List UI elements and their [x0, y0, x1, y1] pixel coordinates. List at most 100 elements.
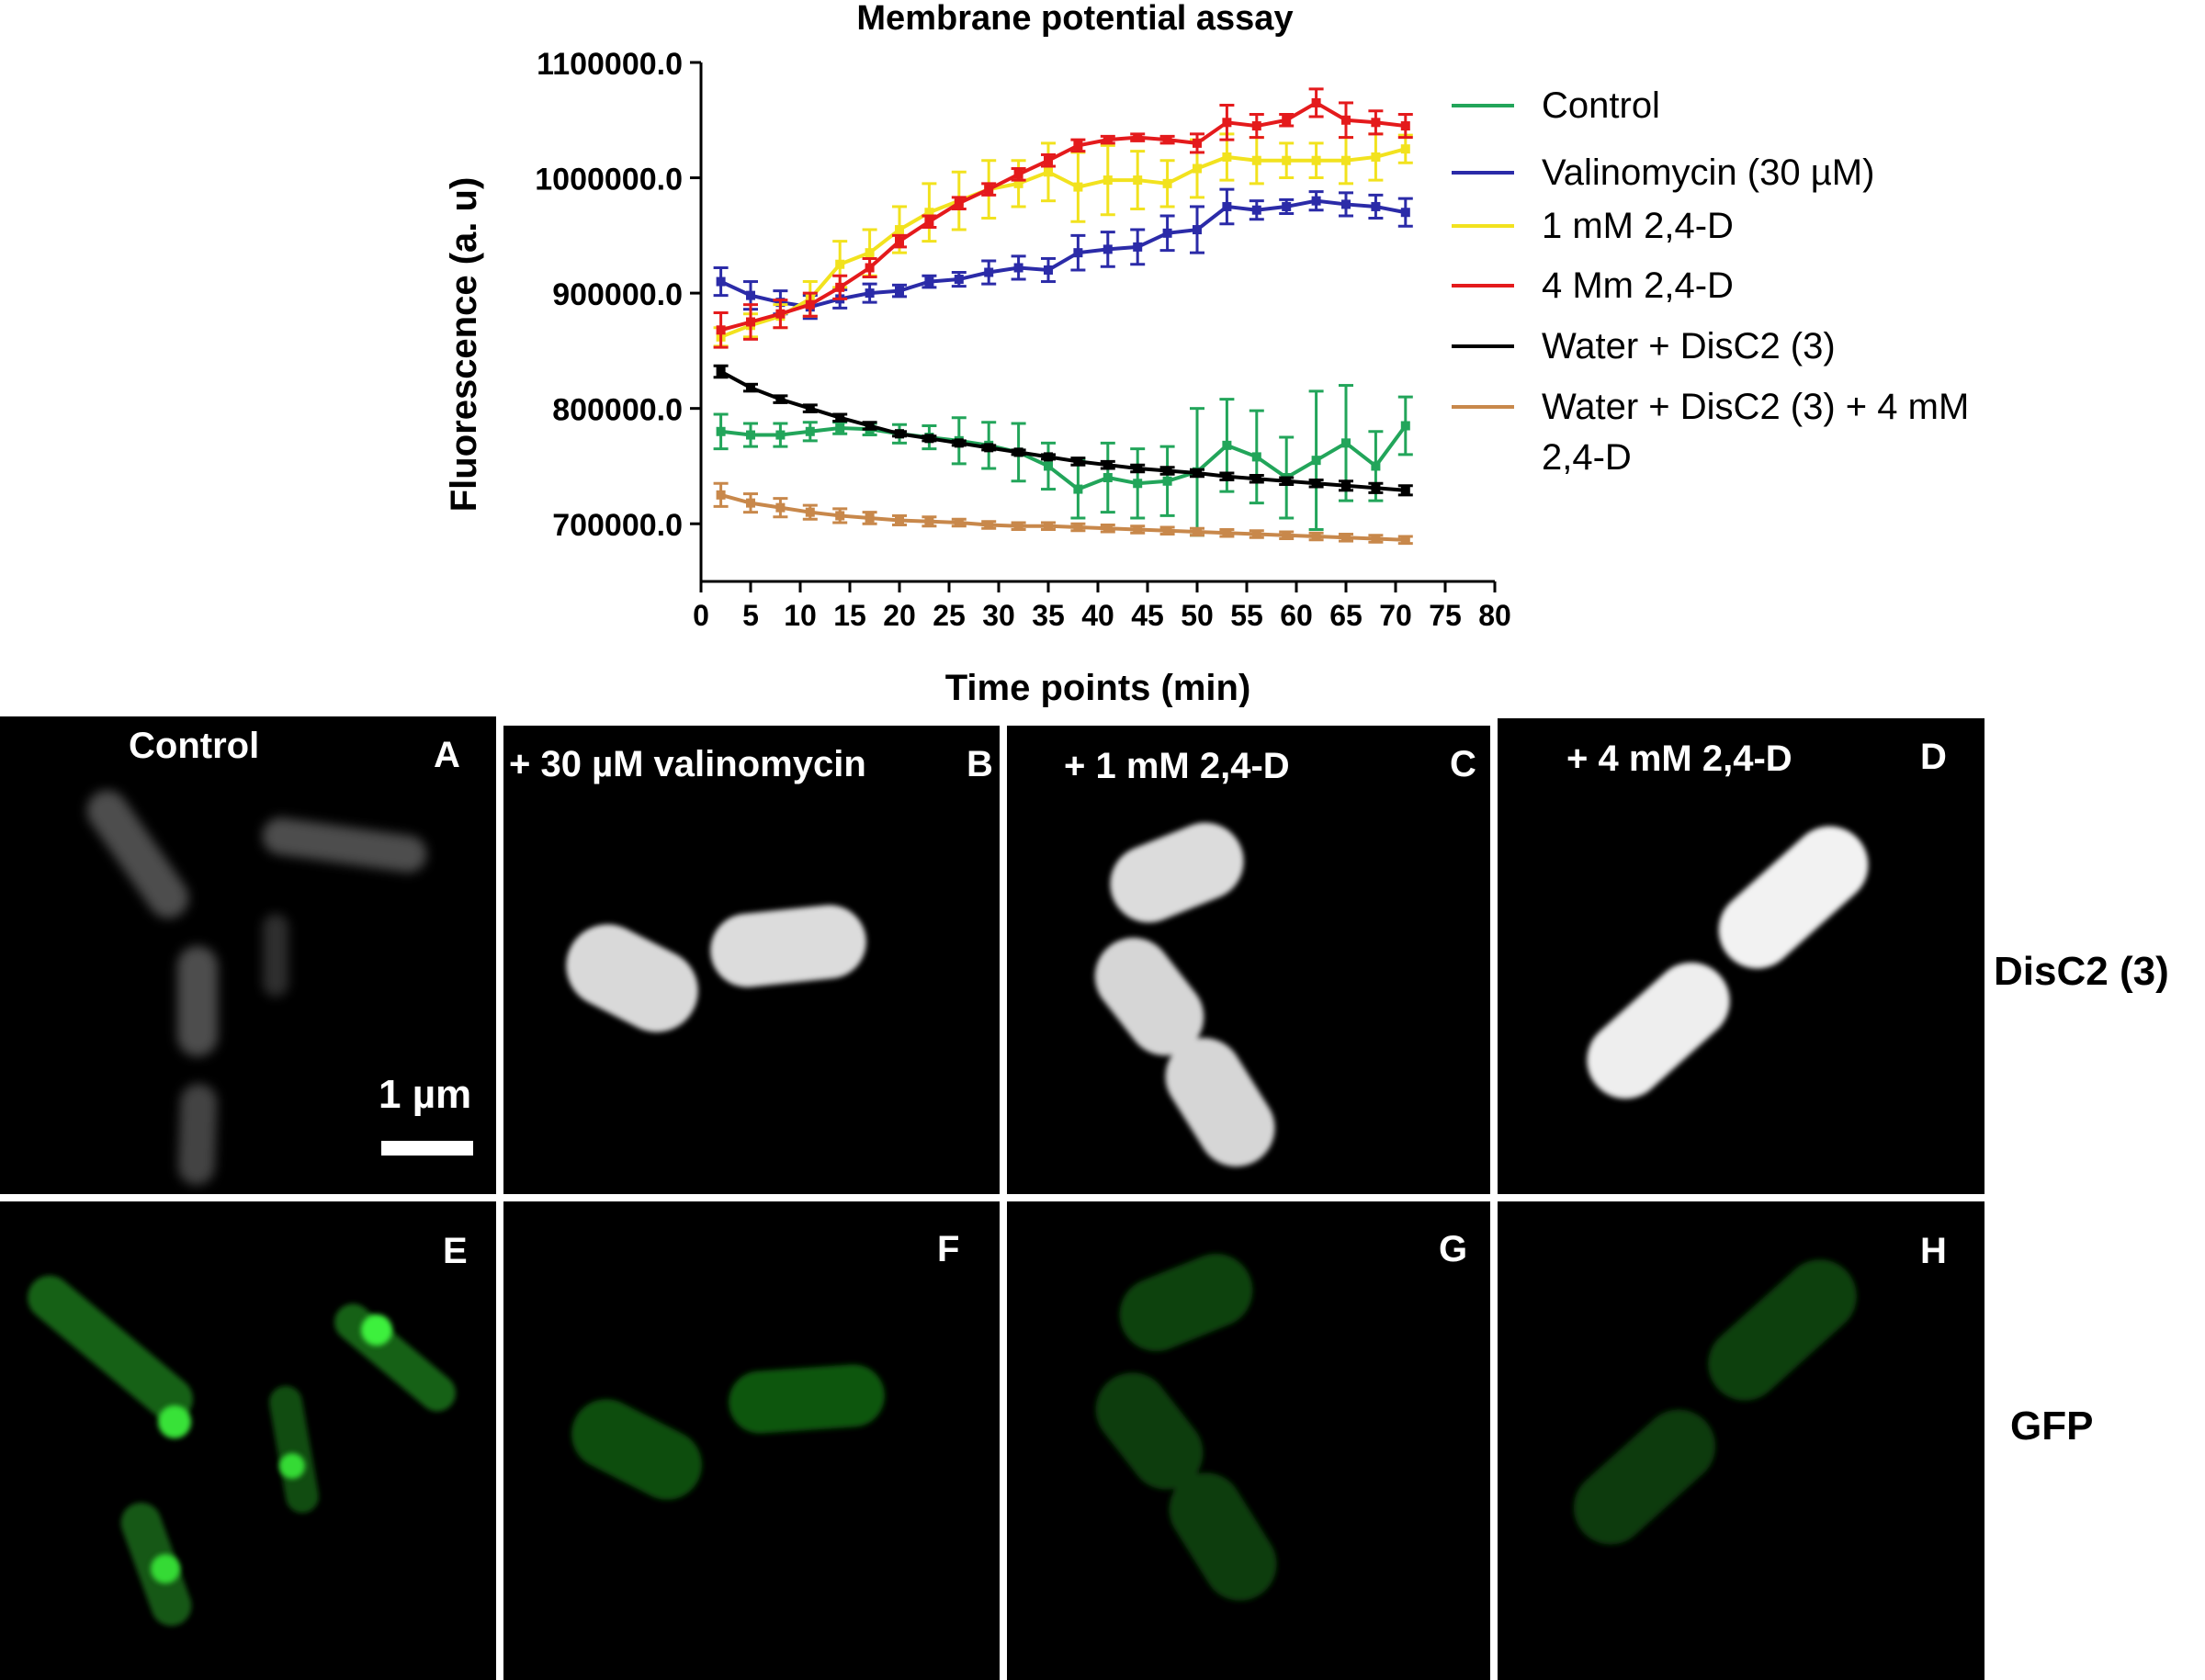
- data-point: [775, 309, 786, 319]
- panel-d-4mm-disc2: + 4 mM 2,4-D D: [1498, 718, 1984, 1194]
- data-point: [1133, 242, 1143, 252]
- data-point: [1102, 175, 1113, 186]
- data-point: [1251, 474, 1261, 484]
- data-point: [835, 423, 845, 434]
- legend-label-water-24d-line1: Water + DisC2 (3) + 4 mM: [1542, 387, 1969, 427]
- data-point: [1013, 263, 1023, 273]
- x-tick-label: 60: [1280, 599, 1313, 632]
- data-point: [1341, 438, 1351, 448]
- data-point: [1013, 169, 1023, 179]
- data-point: [1133, 479, 1143, 489]
- data-point: [1311, 196, 1321, 206]
- panel-f-valinomycin-gfp: F: [503, 1201, 1000, 1680]
- y-axis-label: Fluorescence (a. u): [444, 177, 484, 513]
- data-point: [1133, 524, 1143, 535]
- chart-legend: Control Valinomycin (30 µM) 1 mM 2,4-D 4…: [1452, 85, 1969, 478]
- data-point: [1073, 248, 1083, 258]
- chart-series: [713, 87, 1413, 546]
- data-point: [716, 426, 726, 436]
- data-point: [1073, 522, 1083, 532]
- data-point: [1044, 265, 1053, 275]
- data-point: [1282, 476, 1292, 486]
- data-point: [1311, 97, 1321, 107]
- data-point: [1371, 201, 1381, 211]
- data-point: [954, 517, 964, 527]
- data-point: [1102, 460, 1113, 470]
- data-point: [1073, 484, 1083, 494]
- data-point: [1222, 118, 1232, 128]
- panel-f-letter: F: [937, 1229, 960, 1269]
- data-point: [895, 225, 904, 235]
- x-tick-label: 40: [1081, 599, 1114, 632]
- data-point: [1371, 534, 1381, 544]
- data-point: [1193, 468, 1202, 478]
- data-point: [1193, 527, 1202, 537]
- series-2: [713, 132, 1413, 348]
- x-tick-label: 15: [833, 599, 866, 632]
- data-point: [1251, 452, 1261, 462]
- panel-a-letter: A: [434, 735, 460, 775]
- panel-a-label: Control: [129, 726, 260, 766]
- data-point: [1251, 205, 1261, 215]
- panel-c-label: + 1 mM 2,4-D: [1064, 746, 1290, 786]
- series-line: [719, 369, 1406, 492]
- data-point: [1102, 135, 1113, 145]
- data-point: [746, 290, 755, 300]
- x-tick-label: 25: [933, 599, 966, 632]
- data-point: [1400, 144, 1410, 154]
- y-tick-label: 800000.0: [552, 393, 683, 428]
- data-point: [1341, 115, 1351, 125]
- cell-image-d: [1587, 826, 1869, 1099]
- y-tick-label: 1000000.0: [535, 163, 683, 197]
- data-point: [895, 429, 904, 439]
- data-point: [1311, 479, 1321, 489]
- data-point: [1013, 447, 1023, 457]
- series-line: [720, 100, 1407, 333]
- x-axis-label: Time points (min): [945, 668, 1251, 707]
- data-point: [805, 507, 815, 517]
- x-tick-label: 45: [1131, 599, 1164, 632]
- data-point: [716, 276, 726, 287]
- data-point: [865, 513, 875, 523]
- data-point: [1371, 461, 1381, 471]
- data-point: [924, 208, 934, 218]
- data-point: [1133, 175, 1143, 186]
- y-tick-label: 700000.0: [552, 508, 683, 543]
- data-point: [984, 443, 994, 453]
- data-point: [1044, 155, 1053, 165]
- data-point: [1251, 121, 1261, 131]
- data-point: [805, 403, 815, 413]
- data-point: [924, 276, 934, 287]
- data-point: [1400, 485, 1410, 495]
- data-point: [1400, 121, 1410, 131]
- data-point: [805, 426, 815, 436]
- y-tick-label: 1100000.0: [537, 47, 683, 82]
- data-point: [1282, 201, 1292, 211]
- data-point: [1193, 163, 1202, 174]
- data-point: [865, 263, 875, 273]
- x-tick-label: 10: [784, 599, 817, 632]
- chart-title: Membrane potential assay: [856, 0, 1293, 38]
- x-tick-label: 75: [1429, 599, 1462, 632]
- panel-c-1mm-disc2: + 1 mM 2,4-D C: [1007, 726, 1490, 1194]
- data-point: [1193, 138, 1202, 148]
- data-point: [1341, 480, 1351, 490]
- row-label-gfp: GFP: [2010, 1404, 2094, 1449]
- data-point: [1133, 132, 1143, 142]
- data-point: [1282, 530, 1292, 540]
- data-point: [984, 267, 994, 277]
- series-5: [713, 481, 1413, 546]
- panel-e-letter: E: [443, 1231, 468, 1271]
- x-tick-label: 70: [1379, 599, 1412, 632]
- data-point: [716, 325, 726, 335]
- data-point: [1102, 473, 1113, 482]
- series-3: [713, 87, 1413, 349]
- data-point: [924, 516, 934, 526]
- data-point: [1251, 529, 1261, 539]
- data-point: [1073, 141, 1083, 151]
- data-point: [1341, 155, 1351, 165]
- panel-b-label: + 30 µM valinomycin: [509, 744, 866, 784]
- data-point: [805, 299, 815, 310]
- data-point: [1371, 483, 1381, 493]
- data-point: [1162, 525, 1172, 536]
